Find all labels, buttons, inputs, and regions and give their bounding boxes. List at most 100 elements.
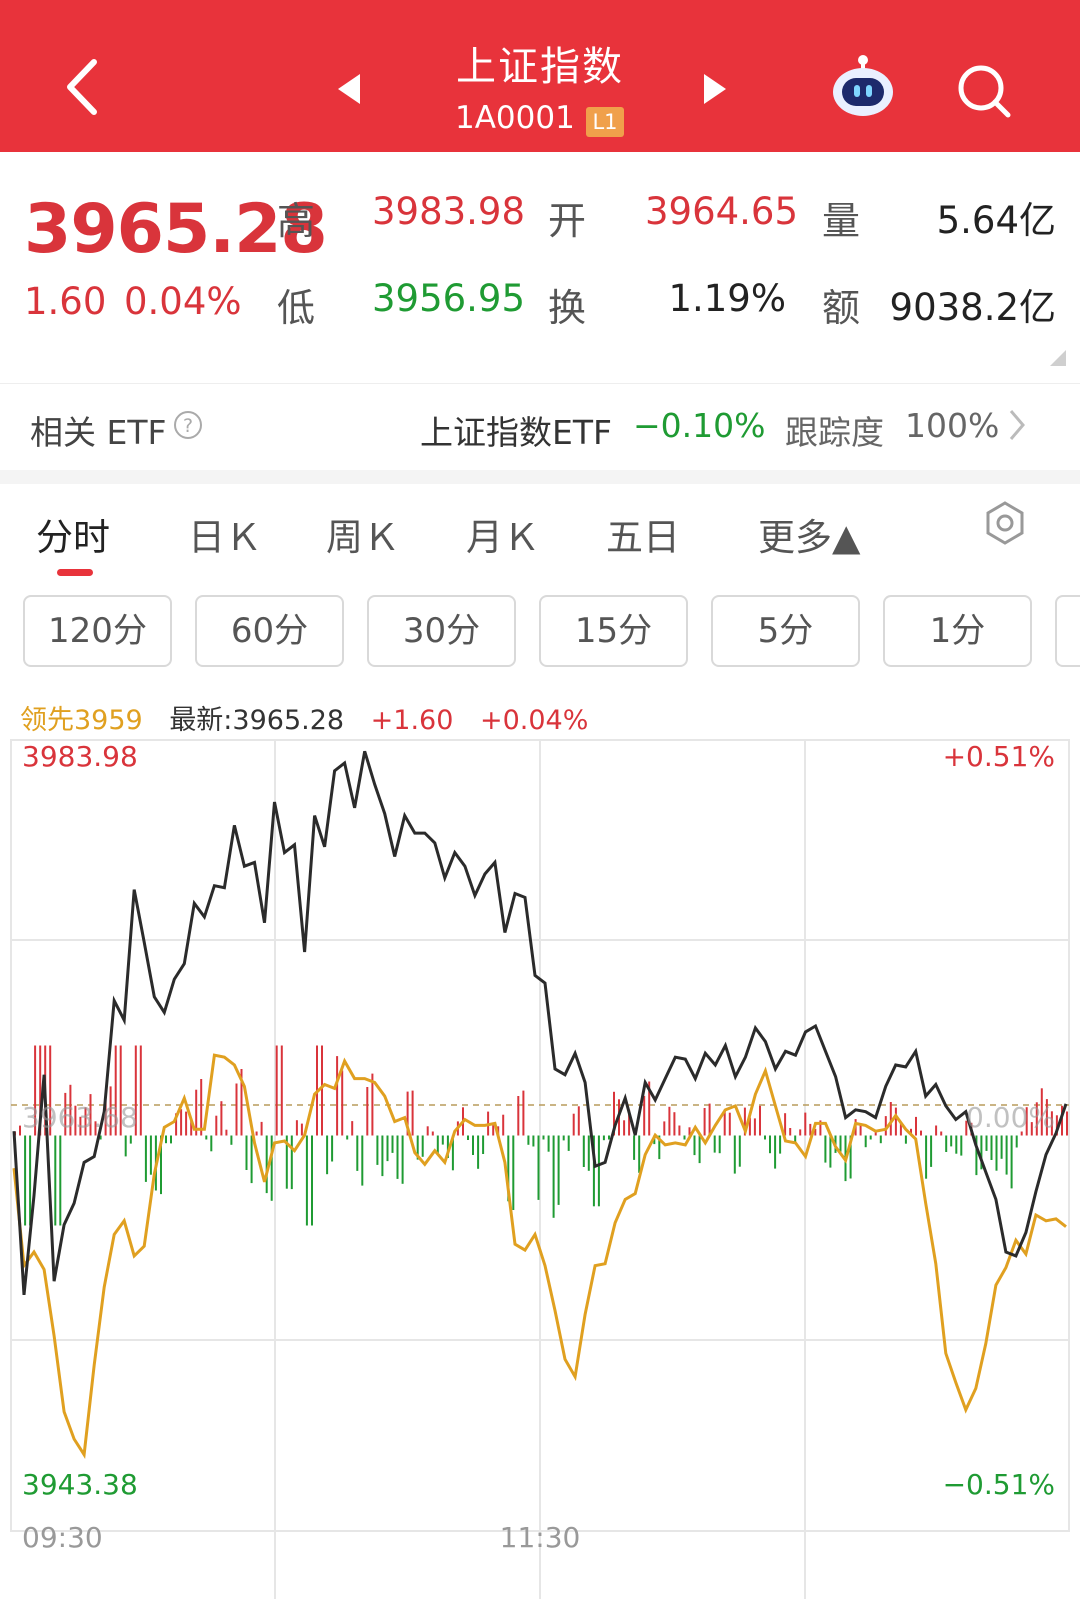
period-more-button-partial[interactable]: [1055, 595, 1080, 667]
tab-five-day[interactable]: 五日: [606, 516, 680, 559]
volume-bar: [1055, 1115, 1058, 1136]
volume-bar: [411, 1090, 414, 1136]
period-5min-button[interactable]: 5分: [711, 595, 860, 667]
volume-bar: [29, 1135, 32, 1226]
volume-bar: [613, 1091, 615, 1136]
volume-bar: [733, 1135, 736, 1174]
volume-bar: [567, 1135, 570, 1151]
search-icon[interactable]: [955, 62, 1013, 120]
etf-name: 上证指数ETF: [420, 413, 612, 452]
volume-bar: [245, 1135, 248, 1170]
back-icon[interactable]: [62, 58, 102, 116]
chart-settings-icon[interactable]: [982, 500, 1028, 546]
volume-bar: [39, 1045, 42, 1136]
volume-bar: [743, 1107, 746, 1136]
intraday-chart[interactable]: 3983.98 +0.51% 3963.68 0.00% 3943.38 −0.…: [0, 735, 1080, 1599]
expand-corner-icon[interactable]: [1050, 350, 1066, 366]
volume-bar: [104, 1101, 107, 1136]
pct-min-label: −0.51%: [943, 1468, 1055, 1501]
volume-bar: [512, 1135, 515, 1210]
volume-bar: [260, 1121, 263, 1136]
volume-bar: [346, 1135, 349, 1140]
volume-bar: [119, 1045, 122, 1136]
volume-bar: [265, 1135, 268, 1194]
volume-bar: [849, 1135, 852, 1179]
volume-bar: [935, 1125, 938, 1136]
tab-intraday[interactable]: 分时: [36, 516, 110, 559]
volume-bar: [331, 1135, 334, 1162]
volume-bar: [557, 1135, 560, 1205]
turnover-label: 换: [548, 286, 587, 330]
volume-bar: [79, 1116, 82, 1136]
etf-label: 相关 ETF: [30, 413, 167, 452]
volume-bar: [295, 1120, 298, 1136]
volume-bar: [879, 1135, 882, 1144]
volume-bar: [759, 1105, 761, 1136]
volume-bar: [1066, 1111, 1068, 1136]
volume-bar: [587, 1135, 590, 1171]
volume-bar: [527, 1135, 530, 1145]
volume-bar: [925, 1135, 928, 1179]
x-label-mid: 11:30: [500, 1521, 581, 1554]
volume-bar: [839, 1135, 842, 1152]
tab-daily-k[interactable]: 日Ｋ: [188, 516, 262, 559]
volume-bar: [74, 1105, 77, 1136]
robot-assistant-icon[interactable]: [830, 52, 896, 118]
volume-bar: [467, 1135, 469, 1140]
volume-bar: [305, 1135, 308, 1226]
high-label: 高: [277, 199, 316, 243]
volume-bar: [693, 1135, 696, 1156]
volume-bar: [723, 1109, 726, 1136]
legend-change: +1.60: [370, 705, 454, 736]
volume-bar: [960, 1135, 963, 1156]
volume-bar: [769, 1135, 771, 1154]
volume-bar: [915, 1116, 917, 1136]
volume-bar: [336, 1056, 339, 1136]
volume-bar: [1050, 1111, 1053, 1136]
price-change: 1.60: [24, 280, 107, 323]
volume-bar: [1020, 1131, 1023, 1136]
volume-bar: [779, 1135, 782, 1154]
related-etf-row[interactable]: 相关 ETF ? 上证指数ETF −0.10% 跟踪度 100%: [0, 383, 1080, 470]
period-120min-button[interactable]: 120分: [23, 595, 172, 667]
price-change-pct: 0.04%: [124, 280, 242, 323]
volume-bar: [809, 1123, 812, 1136]
volume-bar: [351, 1121, 354, 1136]
volume-bar: [165, 1135, 167, 1144]
period-1min-button[interactable]: 1分: [883, 595, 1032, 667]
volume-bar: [321, 1045, 323, 1136]
volume-bar: [280, 1045, 283, 1136]
page-title: 上证指数: [456, 44, 624, 90]
chevron-right-icon[interactable]: [1007, 408, 1027, 442]
next-arrow-icon[interactable]: [704, 74, 728, 104]
volume-bar: [804, 1112, 807, 1136]
volume-bar: [884, 1116, 887, 1136]
tab-monthly-k[interactable]: 月Ｋ: [466, 516, 540, 559]
turnover-value: 1.19%: [668, 277, 786, 320]
volume-bar: [230, 1135, 233, 1145]
etf-change: −0.10%: [633, 406, 766, 445]
volume-bar: [819, 1120, 822, 1136]
volume-bar: [89, 1094, 92, 1136]
period-15min-button[interactable]: 15分: [539, 595, 688, 667]
period-60min-button[interactable]: 60分: [195, 595, 344, 667]
volume-bar: [275, 1045, 278, 1136]
volume-bar: [638, 1135, 641, 1173]
tab-more[interactable]: 更多▲: [758, 516, 861, 559]
volume-bar: [416, 1135, 419, 1160]
volume-bar: [874, 1131, 877, 1136]
volume-bar: [562, 1135, 565, 1141]
volume-bar: [326, 1135, 329, 1175]
help-icon[interactable]: ?: [172, 409, 204, 441]
volume-bar: [930, 1135, 933, 1167]
prev-arrow-icon[interactable]: [338, 74, 362, 104]
volume-bar: [728, 1112, 731, 1136]
volume-bar: [799, 1129, 802, 1136]
tab-weekly-k[interactable]: 周Ｋ: [326, 516, 400, 559]
pct-max-label: +0.51%: [943, 740, 1055, 773]
volume-bar: [195, 1089, 198, 1136]
volume-bar: [54, 1135, 57, 1226]
volume-bar: [995, 1135, 998, 1171]
volume-bar: [255, 1131, 258, 1136]
period-30min-button[interactable]: 30分: [367, 595, 516, 667]
